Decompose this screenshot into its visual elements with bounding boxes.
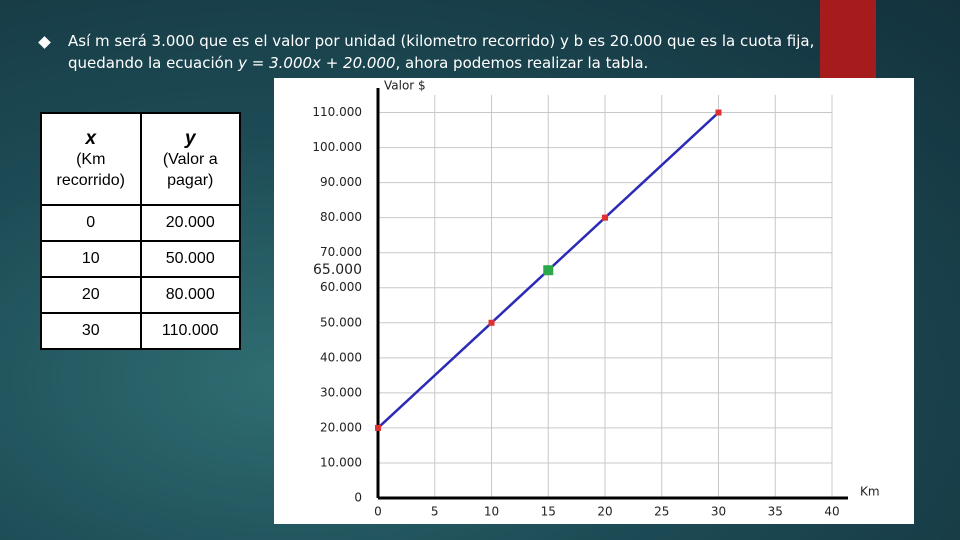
- cell: 110.000: [139, 312, 241, 350]
- desc: (Km recorrido): [56, 150, 125, 189]
- y-tick-label: 10.000: [320, 455, 362, 469]
- highlight-point: [543, 265, 554, 276]
- x-tick-label: 10: [484, 505, 499, 519]
- chart-background: [274, 78, 914, 524]
- point: [602, 214, 608, 221]
- var: x: [85, 127, 97, 149]
- x-tick-label: 35: [768, 505, 783, 519]
- accent-bar: [820, 0, 876, 78]
- y-tick-label: 40.000: [320, 350, 362, 364]
- x-tick-label: 30: [711, 505, 726, 519]
- slide-text: Así m será 3.000 que es el valor por uni…: [68, 30, 818, 74]
- x-tick-label: 20: [597, 505, 612, 519]
- point: [488, 319, 495, 326]
- y-tick-label: 30.000: [320, 385, 362, 399]
- y-tick-label: 20.000: [320, 420, 362, 434]
- var: y: [184, 127, 196, 149]
- y-axis-label: Valor $: [384, 79, 426, 93]
- y-tick-label: 0: [354, 491, 362, 505]
- text: Así m será 3.000 que es el valor por uni…: [68, 32, 815, 72]
- y-tick-label: 90.000: [320, 175, 362, 189]
- header-cell: x (Km recorrido): [40, 112, 142, 206]
- cell: 50.000: [139, 240, 241, 278]
- y-tick-label: 60.000: [320, 280, 362, 294]
- cell: 20.000: [139, 204, 241, 242]
- x-tick-label: 25: [654, 505, 669, 519]
- cell: 0: [40, 204, 142, 242]
- y-tick-label: 80.000: [320, 210, 362, 224]
- x-axis-label: Km: [860, 485, 880, 499]
- header-cell: y (Valor a pagar): [139, 112, 241, 206]
- point: [715, 109, 722, 116]
- desc: (Valor a pagar): [162, 150, 218, 189]
- x-tick-label: 15: [541, 505, 556, 519]
- x-tick-label: 0: [374, 505, 382, 519]
- y-tick-label: 70.000: [320, 245, 362, 259]
- table: x (Km recorrido) y (Valor a pagar) 0 20.000…: [40, 112, 241, 350]
- cell: 10: [40, 240, 142, 278]
- cell: 20: [40, 276, 142, 314]
- y-tick-label: 50.000: [320, 315, 362, 329]
- x-tick-label: 40: [824, 505, 839, 519]
- y-tick-label: 110.000: [312, 105, 362, 119]
- y-tick-label: 100.000: [312, 140, 362, 154]
- point: [375, 424, 381, 431]
- x-tick-label: 5: [431, 505, 439, 519]
- text: , ahora podemos realizar la tabla.: [395, 54, 649, 72]
- cell: 30: [40, 312, 142, 350]
- equation: y = 3.000x + 20.000: [238, 54, 396, 72]
- highlight-label: 65.000: [313, 262, 362, 278]
- cell: 80.000: [139, 276, 241, 314]
